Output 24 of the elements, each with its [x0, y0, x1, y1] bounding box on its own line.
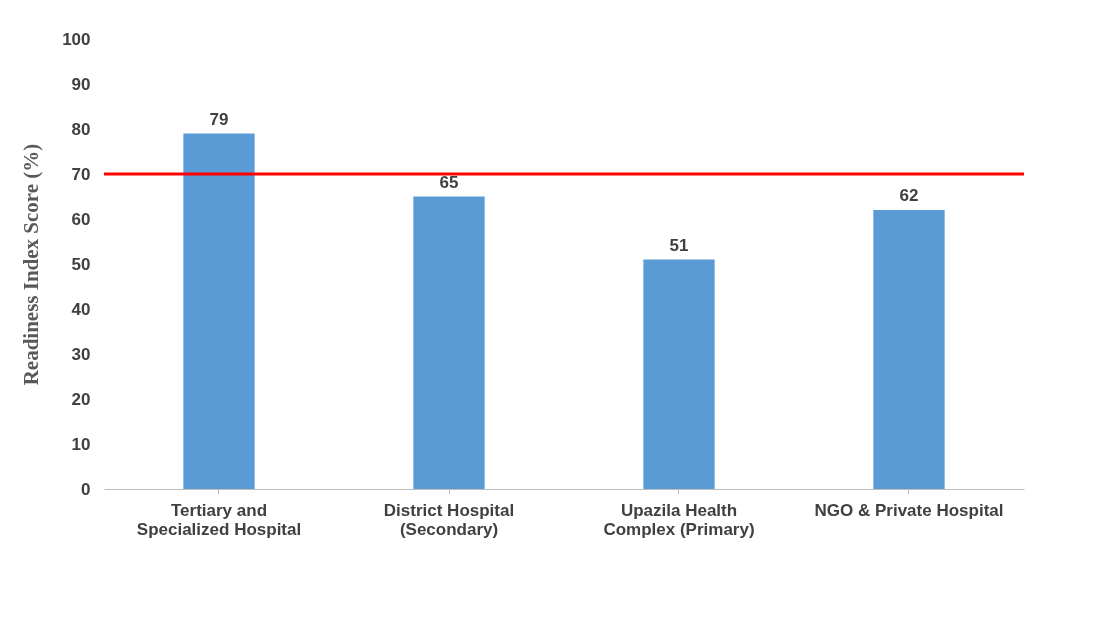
- y-tick-label: 30: [71, 344, 91, 364]
- bar: [183, 133, 255, 489]
- bar: [643, 259, 715, 489]
- data-label: 62: [899, 186, 919, 205]
- x-tick-label: District Hospital (Secondary): [383, 500, 515, 539]
- data-label: 51: [669, 235, 689, 255]
- y-axis-title: Readiness Index Score (%): [19, 143, 44, 386]
- y-tick-label: 20: [71, 389, 91, 409]
- bar: [873, 210, 945, 489]
- y-tick-label: 0: [81, 479, 91, 499]
- y-tick-label: 90: [71, 74, 91, 94]
- x-tick-label: Upazila Health Complex (Primary): [603, 500, 755, 539]
- data-label: 65: [439, 172, 459, 192]
- x-tick-label: Tertiary and Specialized Hospital: [136, 500, 302, 539]
- y-tick-label: 70: [71, 164, 91, 184]
- y-tick-label: 80: [71, 119, 91, 139]
- bar: [413, 196, 485, 489]
- y-tick-label: 100: [62, 29, 91, 49]
- y-tick-label: 10: [71, 434, 91, 454]
- x-tick-label: NGO & Private Hospital: [814, 500, 1004, 520]
- y-tick-label: 50: [71, 254, 91, 274]
- y-tick-label: 40: [71, 299, 91, 319]
- data-label: 79: [209, 109, 229, 129]
- y-tick-label: 60: [71, 209, 91, 229]
